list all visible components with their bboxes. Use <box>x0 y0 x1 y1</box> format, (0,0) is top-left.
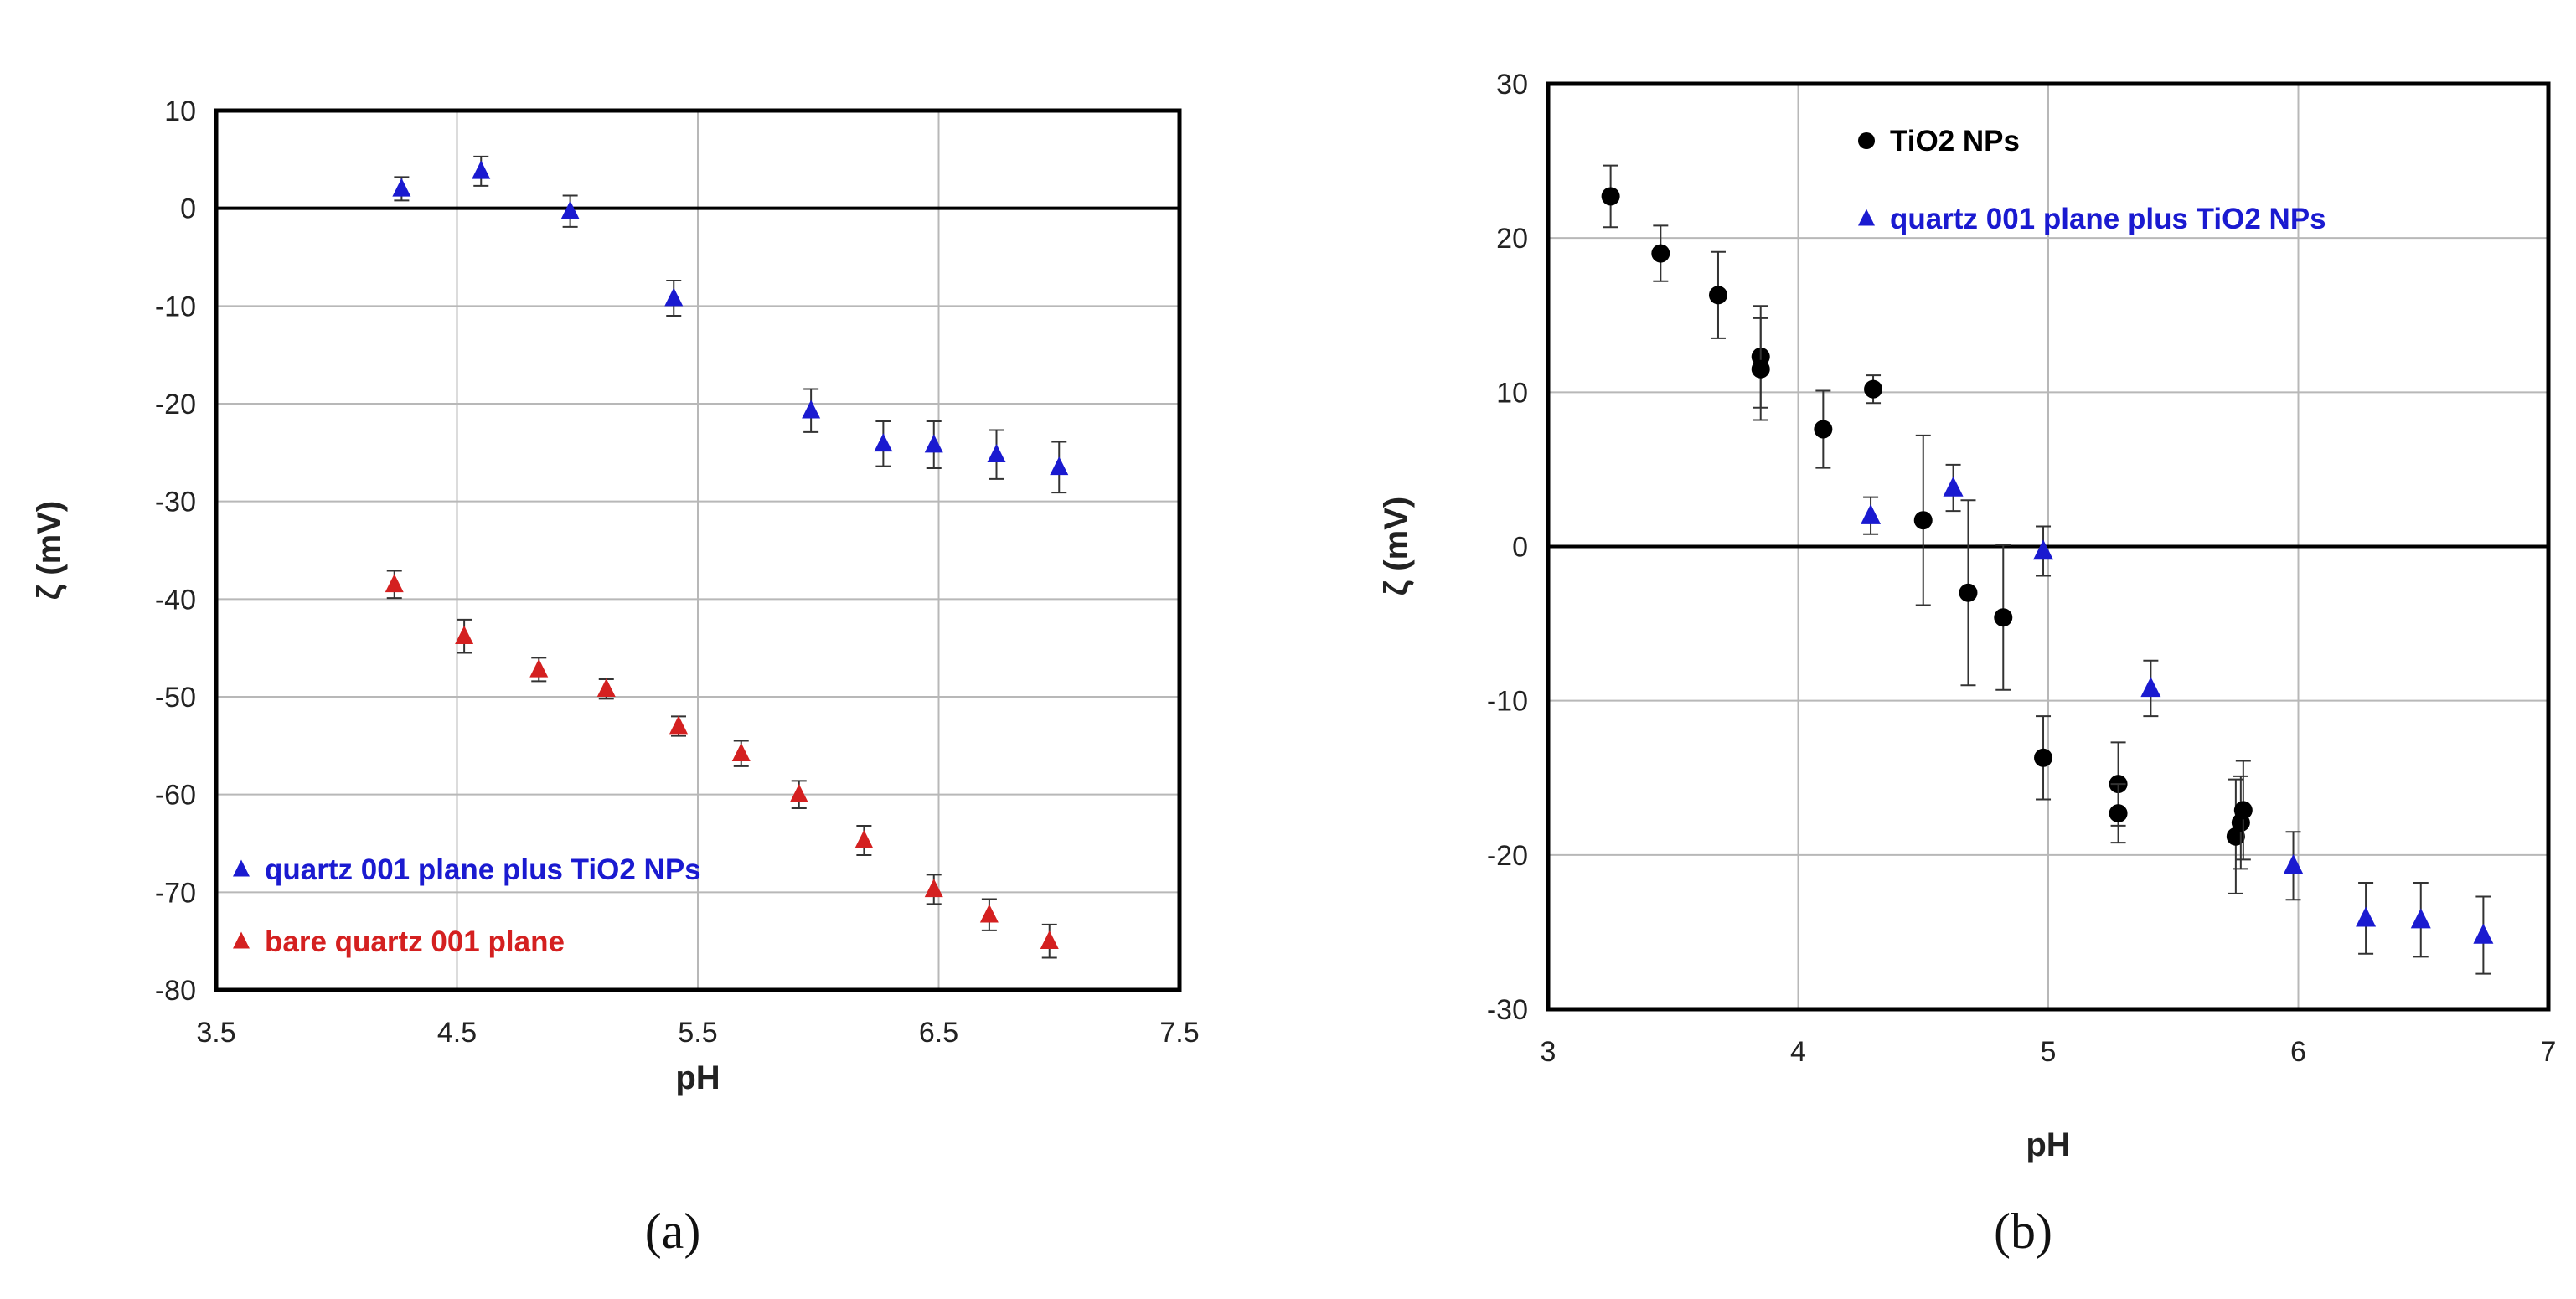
data-point-quartz-001-plane-plus-tio2-nps <box>2140 677 2161 698</box>
y-tick-label: 0 <box>1512 532 1528 564</box>
panel-label: (a) <box>645 1204 701 1259</box>
data-point-tio2-nps <box>1601 187 1620 206</box>
data-point-tio2-nps <box>1994 608 2013 627</box>
y-tick-label: -10 <box>1487 686 1528 718</box>
x-axis-label: pH <box>675 1059 720 1096</box>
legend-label-bare-quartz-001-plane: bare quartz 001 plane <box>265 925 565 958</box>
x-tick-label: 6.5 <box>919 1017 958 1049</box>
data-point-quartz-001-plane-plus-tio2-nps <box>802 399 821 419</box>
y-tick-label: -60 <box>155 780 196 812</box>
legend-label-quartz-001-plane-plus-tio2-nps: quartz 001 plane plus TiO2 NPs <box>1890 203 2326 235</box>
y-tick-label: -80 <box>155 975 196 1007</box>
panel-label: (b) <box>1994 1204 2052 1259</box>
data-point-tio2-nps <box>1864 379 1883 399</box>
data-point-quartz-001-plane-plus-tio2-nps <box>560 200 580 219</box>
legend-marker-quartz-001-plane-plus-tio2-nps <box>233 859 250 877</box>
data-point-tio2-nps <box>2109 804 2128 823</box>
x-axis-label: pH <box>2026 1126 2070 1163</box>
y-tick-label: -10 <box>155 291 196 322</box>
y-tick-label: 20 <box>1496 223 1528 255</box>
data-point-tio2-nps <box>2034 748 2053 767</box>
x-tick-label: 5.5 <box>678 1017 717 1049</box>
data-point-bare-quartz-001-plane <box>979 904 999 923</box>
data-point-bare-quartz-001-plane <box>1040 930 1059 950</box>
data-point-tio2-nps <box>1751 359 1770 379</box>
x-tick-label: 3 <box>1541 1036 1556 1068</box>
data-point-quartz-001-plane-plus-tio2-nps <box>874 433 893 452</box>
data-point-tio2-nps <box>1651 244 1670 263</box>
y-tick-label: -20 <box>155 389 196 420</box>
data-point-tio2-nps <box>1814 420 1833 439</box>
legend-marker-quartz-001-plane-plus-tio2-nps <box>1858 209 1875 226</box>
y-tick-label: -20 <box>1487 840 1528 872</box>
x-tick-label: 3.5 <box>196 1017 235 1049</box>
chart-a: 3.5 4.5 5.5 6.5 7.5 10 0 -10 -20 -30 -40 -50 -60 -70 -… <box>31 95 1200 1259</box>
x-tick-label: 7 <box>2541 1036 2557 1068</box>
plot-frame <box>1546 81 2551 1012</box>
y-tick-label: -50 <box>155 682 196 714</box>
data-point-quartz-001-plane-plus-tio2-nps <box>392 178 411 197</box>
data-point-bare-quartz-001-plane <box>924 879 943 898</box>
y-axis-label: ζ (mV) <box>1378 497 1415 595</box>
data-point-tio2-nps <box>1959 583 1978 602</box>
data-point-quartz-001-plane-plus-tio2-nps <box>2473 923 2494 944</box>
x-tick-label: 4.5 <box>437 1017 477 1049</box>
y-tick-label: 10 <box>1496 377 1528 409</box>
data-point-quartz-001-plane-plus-tio2-nps <box>1050 456 1069 476</box>
x-tick-label: 7.5 <box>1159 1017 1199 1049</box>
data-point-quartz-001-plane-plus-tio2-nps <box>2283 853 2304 874</box>
y-tick-label: 30 <box>1496 69 1528 101</box>
data-point-bare-quartz-001-plane <box>669 715 688 735</box>
plot-frame <box>214 108 1182 992</box>
data-point-quartz-001-plane-plus-tio2-nps <box>472 160 491 179</box>
chart-b: 3 4 5 6 7 30 20 10 0 -10 -20 -30 pH ζ (mV) (b) TiO2 NPs… <box>1378 69 2556 1259</box>
data-point-quartz-001-plane-plus-tio2-nps <box>664 287 684 307</box>
data-point-tio2-nps <box>2233 801 2253 820</box>
data-point-bare-quartz-001-plane <box>731 743 751 762</box>
x-tick-label: 5 <box>2041 1036 2057 1068</box>
y-tick-label: 10 <box>164 95 196 127</box>
legend-marker-tio2-nps <box>1858 132 1875 149</box>
data-point-quartz-001-plane-plus-tio2-nps <box>924 434 943 453</box>
data-point-bare-quartz-001-plane <box>789 784 808 803</box>
data-point-quartz-001-plane-plus-tio2-nps <box>987 444 1006 463</box>
legend-label-tio2-nps: TiO2 NPs <box>1890 125 2020 157</box>
data-point-bare-quartz-001-plane <box>596 678 616 698</box>
data-point-bare-quartz-001-plane <box>529 658 549 678</box>
y-tick-label: -30 <box>155 487 196 518</box>
data-point-tio2-nps <box>1708 286 1727 305</box>
x-tick-label: 6 <box>2290 1036 2306 1068</box>
data-point-tio2-nps <box>1913 511 1933 530</box>
x-tick-label: 4 <box>1790 1036 1806 1068</box>
data-point-quartz-001-plane-plus-tio2-nps <box>2033 539 2054 560</box>
data-point-bare-quartz-001-plane <box>455 626 474 645</box>
data-point-quartz-001-plane-plus-tio2-nps <box>1943 476 1964 497</box>
y-tick-label: -70 <box>155 877 196 909</box>
y-tick-label: -30 <box>1487 994 1528 1026</box>
data-point-quartz-001-plane-plus-tio2-nps <box>2410 908 2431 929</box>
y-axis-label: ζ (mV) <box>31 501 68 600</box>
data-point-quartz-001-plane-plus-tio2-nps <box>2356 906 2377 927</box>
legend-marker-bare-quartz-001-plane <box>233 931 250 949</box>
y-tick-label: 0 <box>180 193 196 225</box>
legend-label-quartz-001-plane-plus-tio2-nps: quartz 001 plane plus TiO2 NPs <box>265 853 701 886</box>
data-point-bare-quartz-001-plane <box>854 829 874 848</box>
y-tick-label: -40 <box>155 584 196 616</box>
data-point-bare-quartz-001-plane <box>385 574 404 593</box>
data-point-quartz-001-plane-plus-tio2-nps <box>1861 503 1882 524</box>
